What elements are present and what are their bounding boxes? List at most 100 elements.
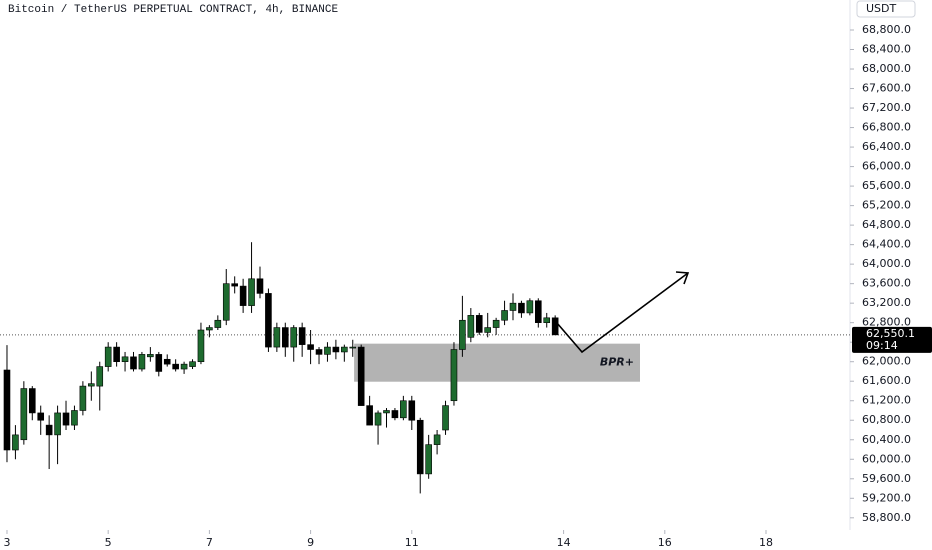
candle-body (383, 410, 390, 414)
candle-body (222, 283, 230, 321)
candle-body (3, 369, 11, 451)
candle-body (147, 354, 154, 358)
candle-body (130, 356, 137, 370)
candle-body (206, 327, 213, 331)
candle-body (459, 319, 466, 350)
candle-body (71, 410, 78, 426)
y-tick-label: 60,000.0 (862, 452, 911, 465)
candle-body (104, 346, 112, 367)
candle-body (374, 412, 382, 426)
candle-body (307, 344, 314, 350)
candle-body (121, 356, 129, 363)
candle-body (290, 327, 298, 348)
candle-body (332, 346, 340, 353)
y-tick-label: 60,800.0 (862, 413, 911, 426)
candle-body (391, 410, 399, 419)
y-tick-label: 61,200.0 (862, 394, 911, 407)
x-tick-label: 16 (658, 536, 672, 549)
candle-body (37, 412, 45, 421)
candle-body (248, 278, 255, 306)
y-tick-label: 59,600.0 (862, 472, 911, 485)
y-tick-label: 67,600.0 (862, 82, 911, 95)
candle-body (54, 412, 61, 436)
candle-body (172, 363, 179, 370)
price-tag (852, 326, 932, 353)
candle-body (425, 444, 432, 475)
y-tick-label: 58,800.0 (862, 511, 911, 524)
candle-body (349, 346, 357, 349)
bpr-zone (354, 343, 641, 382)
candle-body (28, 388, 36, 414)
candle-body (20, 388, 28, 441)
candle-body (163, 358, 171, 365)
candle-body (239, 285, 247, 306)
zone-label: BPR+ (600, 356, 634, 369)
candle-body (534, 300, 542, 323)
candle-body (450, 349, 458, 402)
candle-body (433, 434, 441, 445)
x-tick-label: 7 (206, 536, 213, 549)
candle-body (357, 346, 365, 406)
y-tick-label: 64,800.0 (862, 218, 911, 231)
candle-body (467, 315, 475, 338)
candle-body (341, 346, 348, 353)
x-tick-label: 5 (105, 536, 112, 549)
candle-body (62, 412, 70, 426)
price-tag-label: 62,550.1 (866, 327, 915, 340)
candle-body (79, 385, 87, 411)
candle-body (509, 302, 517, 311)
candle-body (543, 317, 551, 323)
x-tick-label: 18 (759, 536, 773, 549)
candle-body (256, 278, 264, 294)
candle-body (475, 315, 483, 333)
y-tick-label: 68,400.0 (862, 43, 911, 56)
x-tick-label: 3 (3, 536, 10, 549)
candle-body (113, 346, 120, 363)
y-tick-label: 65,600.0 (862, 179, 911, 192)
x-tick-label: 9 (307, 536, 314, 549)
candle-body (501, 310, 508, 321)
candle-body (492, 319, 500, 328)
candle-body (265, 293, 272, 348)
x-tick-label: 14 (557, 536, 571, 549)
candle-body (45, 424, 53, 436)
candle-body (442, 405, 449, 431)
candle-body (484, 327, 491, 333)
arrow-head (675, 271, 690, 285)
currency-label[interactable]: USDT (866, 2, 897, 15)
currency-button[interactable] (856, 0, 916, 18)
candle-body (96, 366, 104, 387)
candle-body (88, 383, 95, 387)
candle-body (366, 405, 373, 426)
candle-body (526, 300, 534, 314)
candle-body (231, 283, 238, 287)
y-tick-label: 65,200.0 (862, 199, 911, 212)
projection-arrow (556, 272, 689, 354)
x-tick-label: 11 (405, 536, 419, 549)
y-tick-label: 66,800.0 (862, 121, 911, 134)
candle-body (551, 317, 559, 336)
y-tick-label: 62,000.0 (862, 355, 911, 368)
candle-body (197, 329, 205, 363)
candle-body (155, 354, 163, 372)
candle-body (298, 327, 306, 345)
y-tick-label: 61,600.0 (862, 374, 911, 387)
y-tick-label: 60,400.0 (862, 433, 911, 446)
candle-body (400, 400, 407, 419)
candle-body (189, 361, 196, 367)
y-tick-label: 64,400.0 (862, 238, 911, 251)
y-tick-label: 68,000.0 (862, 62, 911, 75)
candle-body (408, 400, 416, 421)
candle-body (138, 354, 146, 370)
y-tick-label: 66,000.0 (862, 160, 911, 173)
candle-body (315, 349, 323, 355)
y-tick-label: 68,800.0 (862, 23, 911, 36)
y-tick-label: 62,800.0 (862, 316, 911, 329)
y-tick-label: 63,600.0 (862, 277, 911, 290)
candle-body (324, 346, 331, 355)
candle-body (214, 319, 222, 328)
chart-title: Bitcoin / TetherUS PERPETUAL CONTRACT, 4… (8, 4, 338, 16)
candle-body (416, 419, 424, 475)
